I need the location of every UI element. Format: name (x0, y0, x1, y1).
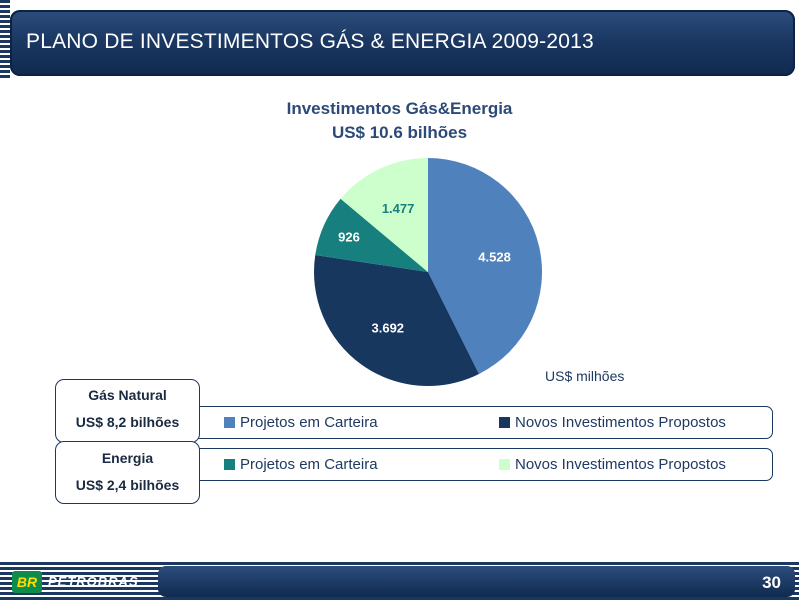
page-number: 30 (762, 573, 781, 592)
legend-label: Projetos em Carteira (240, 456, 378, 473)
pie-slice-label: 926 (338, 229, 360, 244)
pie-slice-label: 4.528 (478, 249, 511, 264)
legend-item-gas-projetos: Projetos em Carteira (224, 414, 378, 431)
legend-row-gas-natural: Projetos em Carteira Novos Investimentos… (193, 406, 773, 439)
legend-swatch (499, 459, 510, 470)
footer-bar (158, 566, 795, 597)
logo-mark: BR (12, 570, 42, 593)
legend-label: Novos Investimentos Propostos (515, 456, 726, 473)
logo-text: PETROBRAS (48, 574, 139, 589)
legend-label: Novos Investimentos Propostos (515, 414, 726, 431)
header-stripes (0, 0, 10, 78)
legend-label: Projetos em Carteira (240, 414, 378, 431)
legend-item-gas-novos: Novos Investimentos Propostos (499, 414, 726, 431)
chart-title: Investimentos Gás&Energia (286, 99, 513, 118)
legend-row-energia: Projetos em Carteira Novos Investimentos… (193, 448, 773, 481)
header-bar (10, 10, 795, 76)
group-value: US$ 8,2 bilhões (75, 414, 180, 430)
legend-swatch (499, 417, 510, 428)
slide-header: PLANO DE INVESTIMENTOS GÁS & ENERGIA 200… (0, 0, 799, 78)
pie-slice-label: 1.477 (382, 201, 415, 216)
group-name: Gás Natural (88, 387, 167, 403)
legend-item-energia-novos: Novos Investimentos Propostos (499, 456, 726, 473)
group-box-energia: Energia US$ 2,4 bilhões (55, 441, 200, 504)
pie-slice-label: 3.692 (372, 320, 405, 335)
legend-swatch (224, 459, 235, 470)
pie-slice (315, 198, 428, 272)
pie-slice (428, 158, 543, 374)
pie-slice (340, 158, 428, 272)
slide-title: PLANO DE INVESTIMENTOS GÁS & ENERGIA 200… (26, 30, 594, 53)
group-name: Energia (101, 450, 154, 466)
legend-swatch (224, 417, 235, 428)
chart-subtitle: US$ 10.6 bilhões (331, 123, 468, 142)
unit-label: US$ milhões (545, 368, 625, 384)
group-value: US$ 2,4 bilhões (75, 477, 180, 493)
group-box-gas-natural: Gás Natural US$ 8,2 bilhões (55, 379, 200, 443)
petrobras-logo: BR PETROBRAS (12, 568, 152, 595)
legend-item-energia-projetos: Projetos em Carteira (224, 456, 378, 473)
pie-slice (314, 255, 479, 386)
